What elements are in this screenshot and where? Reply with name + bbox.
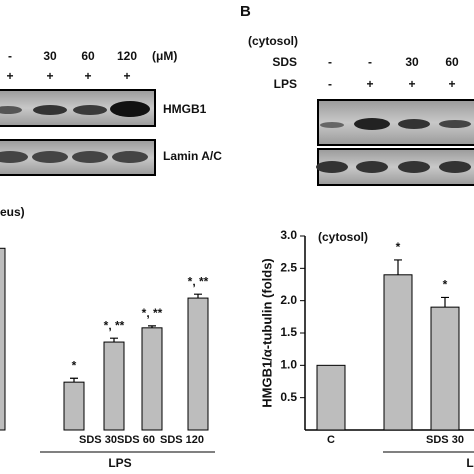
lane-lps: + [46, 69, 53, 83]
lane-lps: + [366, 77, 373, 91]
blot-b [316, 99, 474, 186]
annotation: * [72, 358, 77, 372]
y-tick-label: 1.5 [280, 325, 297, 339]
bar [0, 247, 6, 431]
error-bar [394, 259, 402, 275]
y-tick-label: 1.0 [280, 358, 297, 372]
group-label: LPS [466, 456, 474, 470]
y-tick-label: 2.5 [280, 261, 297, 275]
error-bar [194, 293, 202, 299]
chart-title: eus) [0, 205, 25, 219]
lane-sds: 30 [405, 55, 419, 69]
y-axis-label: HMGB1/α-tubulin (folds) [259, 258, 274, 408]
blot-label: HMGB1 [163, 102, 207, 116]
bar [187, 297, 209, 431]
y-tick-label: 2.0 [280, 293, 297, 307]
annotation: * [443, 278, 448, 292]
chart-title: (cytosol) [318, 230, 368, 244]
lane-lps: + [123, 69, 130, 83]
bar [63, 381, 85, 431]
y-tick-label: 3.0 [280, 228, 297, 242]
x-tick-label: SDS 120 [160, 434, 204, 446]
bar [383, 274, 413, 431]
bar [430, 306, 460, 431]
lane-sds: - [368, 55, 372, 69]
lane-sds: - [328, 55, 332, 69]
unit: (μM) [152, 49, 177, 63]
row-label: SDS [272, 55, 297, 69]
blot-label: Lamin A/C [163, 149, 222, 163]
bar [141, 327, 163, 431]
group-label: LPS [108, 456, 131, 470]
annotation: * [396, 240, 401, 254]
x-tick-label: SDS 30 [426, 434, 464, 446]
lane-lps: + [408, 77, 415, 91]
row-label: LPS [274, 77, 297, 91]
error-bar [148, 325, 156, 328]
compartment: (cytosol) [248, 34, 298, 48]
lane-lps: - [328, 77, 332, 91]
error-bar [70, 377, 78, 383]
annotation: *, ** [142, 306, 163, 320]
error-bar [110, 337, 118, 343]
x-tick-label: C [327, 434, 335, 446]
lane-sds: 60 [81, 49, 95, 63]
x-tick-label: SDS 30 [79, 434, 117, 446]
panel-letter: B [240, 3, 251, 20]
lane-lps: + [84, 69, 91, 83]
bar [103, 341, 125, 431]
blot-a [0, 89, 156, 176]
lane-sds: - [8, 49, 12, 63]
x-tick-label: SDS 60 [117, 434, 155, 446]
annotation: *, ** [104, 318, 125, 332]
lane-sds: 120 [117, 49, 137, 63]
lane-lps: + [6, 69, 13, 83]
lane-lps: + [448, 77, 455, 91]
lane-sds: 30 [43, 49, 57, 63]
lane-sds: 60 [445, 55, 459, 69]
y-tick-label: 0.5 [280, 390, 297, 404]
bar [316, 364, 346, 431]
error-bar [441, 296, 449, 308]
annotation: *, ** [188, 274, 209, 288]
